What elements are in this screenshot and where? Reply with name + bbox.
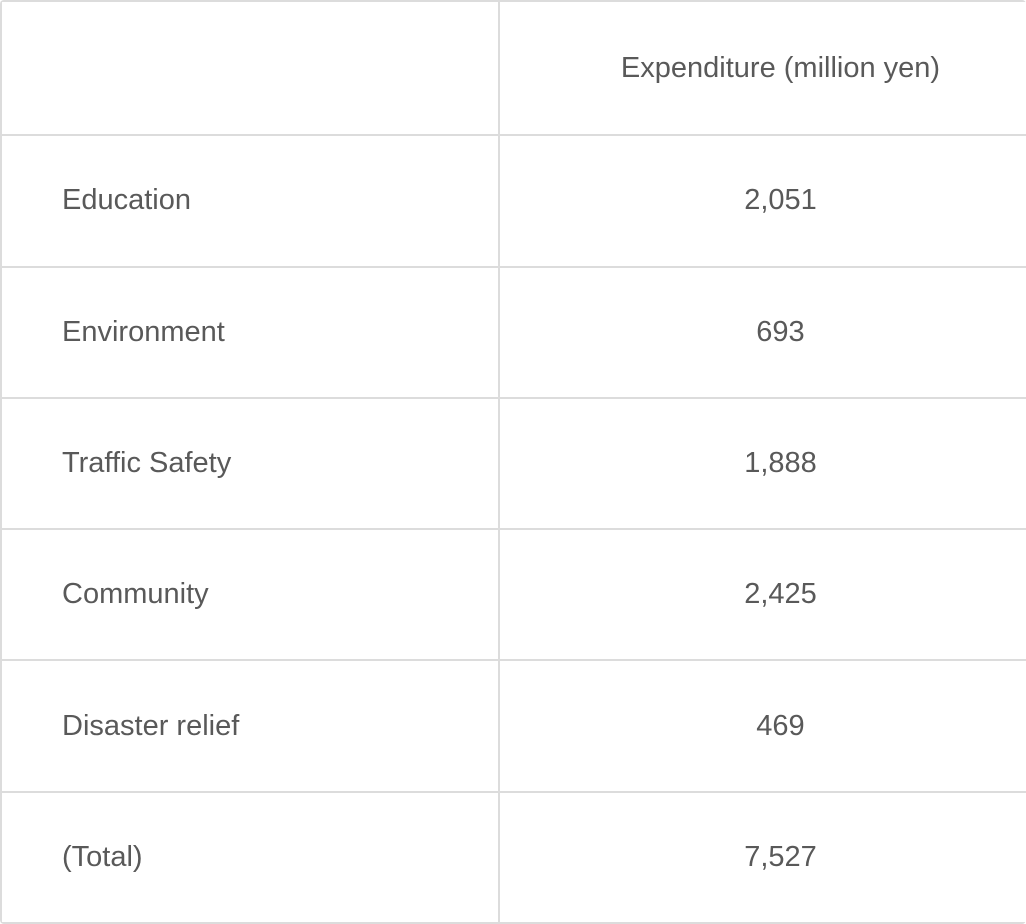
row-label: Traffic Safety — [0, 396, 500, 531]
row-label: Education — [0, 134, 500, 268]
row-value: 7,527 — [498, 790, 1026, 924]
row-label: (Total) — [0, 790, 500, 924]
table-row: Community 2,425 — [0, 528, 1026, 662]
row-value: 2,051 — [498, 134, 1026, 268]
row-value: 693 — [498, 265, 1026, 399]
row-label: Disaster relief — [0, 659, 500, 793]
table-row-total: (Total) 7,527 — [0, 790, 1026, 924]
row-label: Community — [0, 528, 500, 662]
row-value: 1,888 — [498, 396, 1026, 531]
row-label: Environment — [0, 265, 500, 399]
row-value: 2,425 — [498, 528, 1026, 662]
table-header-row: Expenditure (million yen) — [0, 0, 1026, 137]
row-value: 469 — [498, 659, 1026, 793]
header-value-cell: Expenditure (million yen) — [498, 0, 1026, 137]
table-row: Disaster relief 469 — [0, 659, 1026, 793]
table-row: Environment 693 — [0, 265, 1026, 399]
table-row: Education 2,051 — [0, 134, 1026, 268]
header-label-cell — [0, 0, 500, 137]
table-row: Traffic Safety 1,888 — [0, 396, 1026, 531]
